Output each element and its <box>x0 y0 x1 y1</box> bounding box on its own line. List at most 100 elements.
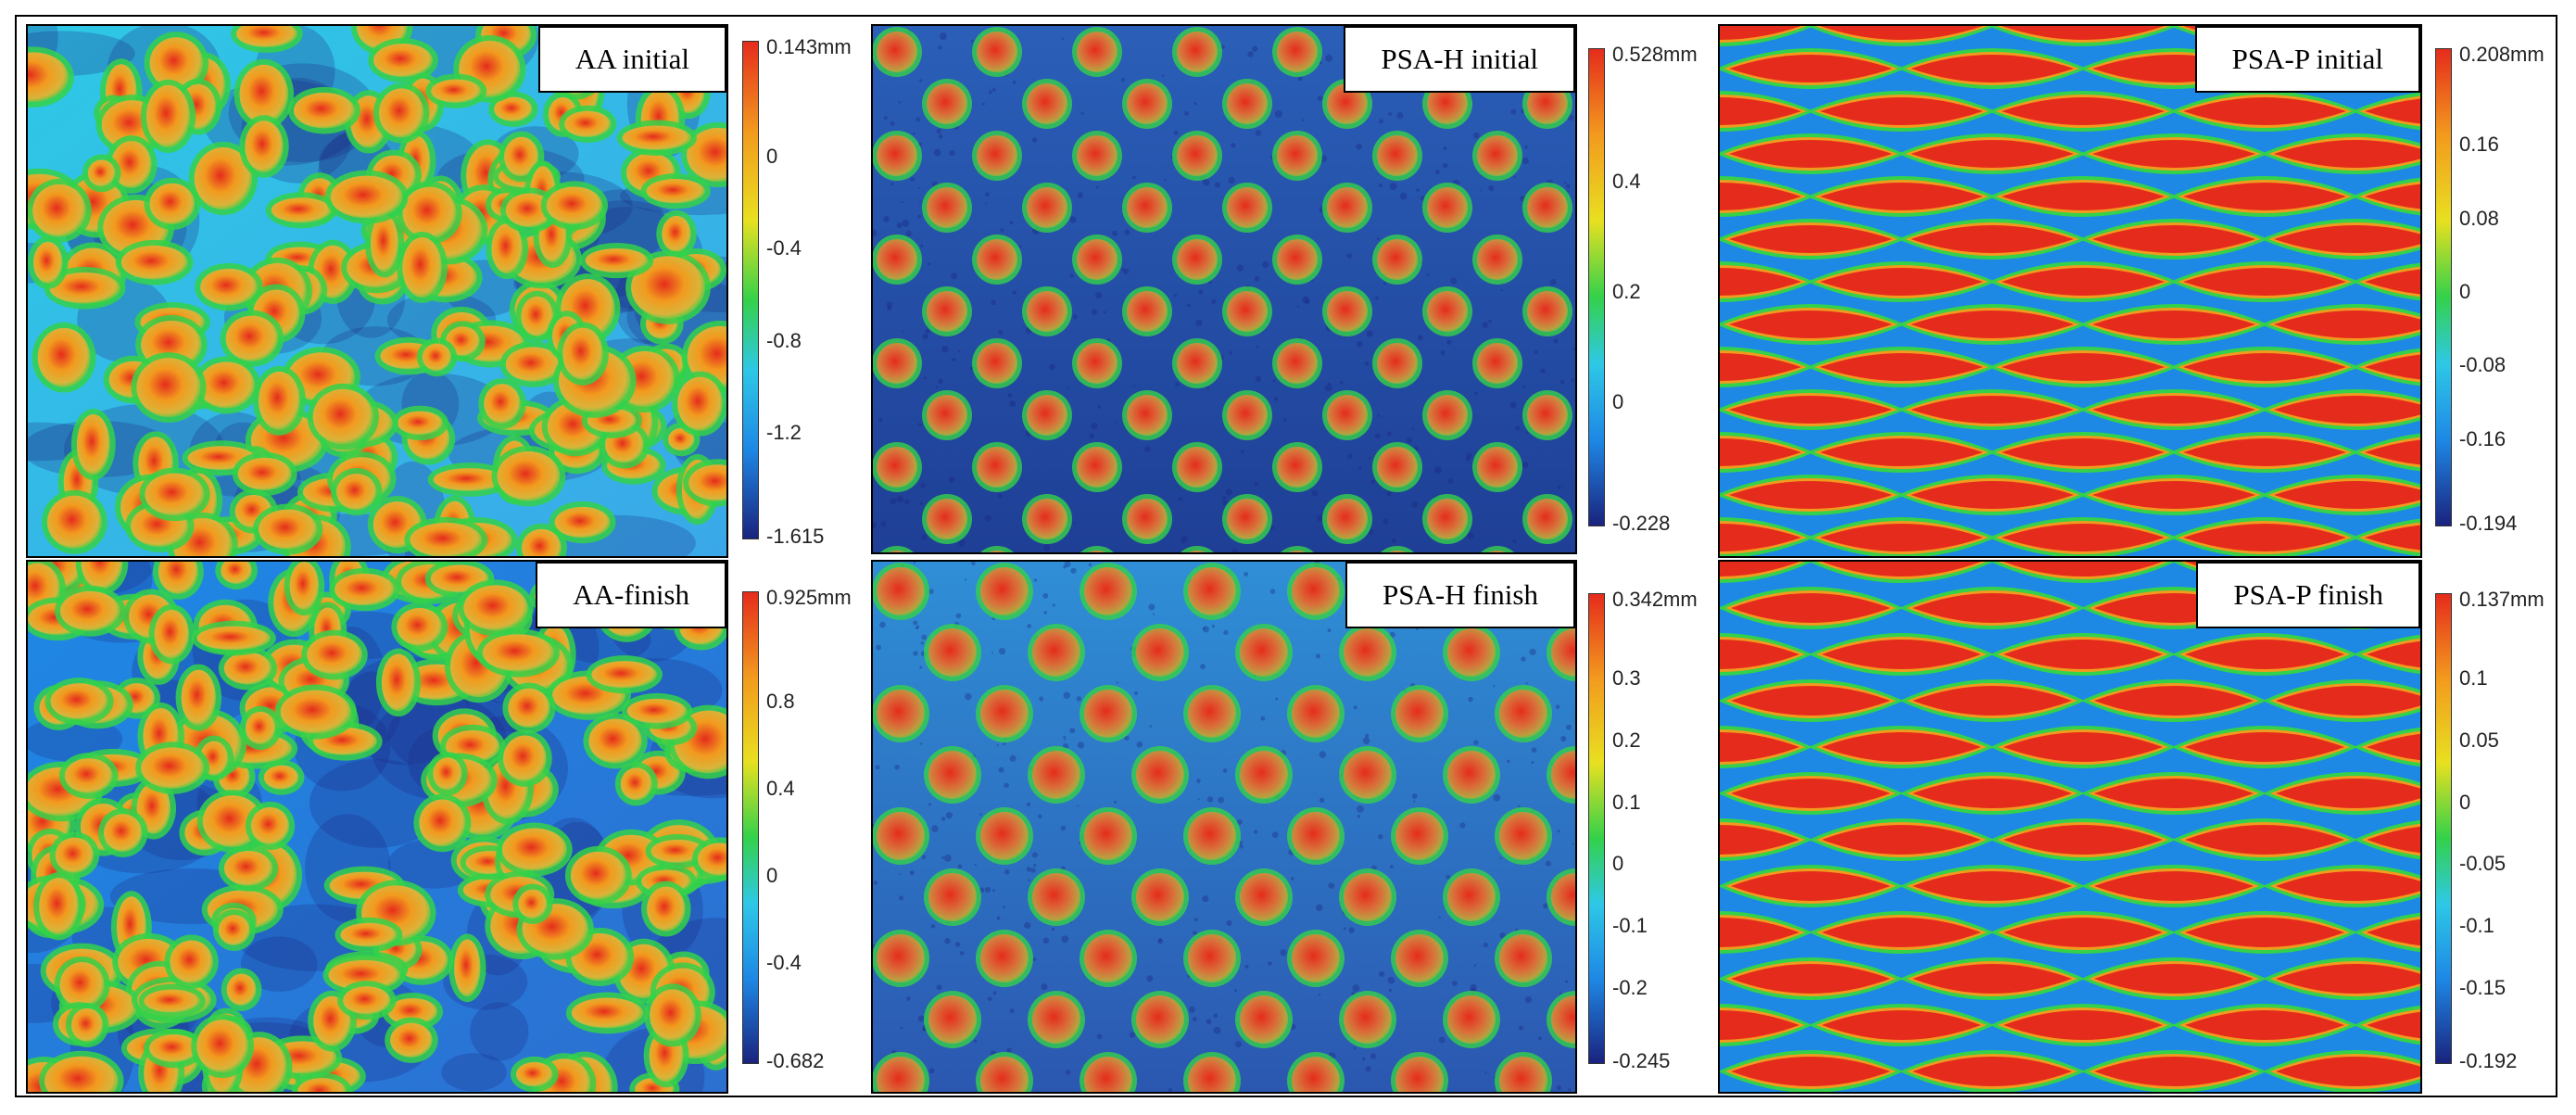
aggregate-blob <box>503 735 547 781</box>
aggregate-blob <box>387 997 438 1025</box>
aggregate-blob <box>154 609 190 659</box>
hex-dot <box>980 812 1029 860</box>
aggregate-blob <box>194 146 253 210</box>
aggregate-blob <box>289 562 320 611</box>
scale-min-label: -1.615 <box>766 525 825 548</box>
hex-dot <box>1077 239 1118 280</box>
hex-dot <box>977 343 1017 384</box>
aggregate-blob <box>650 989 696 1042</box>
diamond-cell <box>1731 593 1890 623</box>
aggregate-blob <box>158 562 198 594</box>
scale-tick-label: 0.3 <box>1612 665 1641 690</box>
hex-dot <box>980 690 1029 738</box>
hex-dot <box>977 32 1017 72</box>
hex-dot <box>1084 690 1132 738</box>
hex-dot <box>1288 551 1307 552</box>
diamond-cell <box>2001 438 2165 466</box>
aggregate-blob <box>650 839 705 863</box>
diamond-cell <box>1729 140 1892 168</box>
hex-dot <box>1032 995 1080 1044</box>
scale-tick-label: 0.16 <box>2459 133 2499 157</box>
diamond-cell <box>1911 310 2074 338</box>
aggregate-blob <box>33 241 63 284</box>
hex-dot <box>1188 1057 1236 1092</box>
scale-tick-label: -0.4 <box>766 951 802 974</box>
hex-dot <box>1527 291 1568 332</box>
aggregate-blob <box>336 474 377 511</box>
aggregate-blob <box>622 125 691 150</box>
aggregate-blob <box>59 962 105 1007</box>
aggregate-blob <box>55 837 95 873</box>
aggregate-blob <box>422 343 452 372</box>
scale-tick-label: 0.4 <box>1612 170 1641 193</box>
hex-dot <box>1240 628 1288 677</box>
hex-dot <box>927 395 967 436</box>
diamond-cell <box>2365 439 2420 465</box>
hex-dot <box>977 447 1017 488</box>
diamond-cell <box>1820 438 1983 466</box>
hex-dot <box>1177 32 1218 72</box>
aggregate-blob <box>200 268 258 306</box>
scale-tick-label: 0.08 <box>2459 206 2499 230</box>
diamond-cell <box>2001 183 2165 210</box>
scale-tick-label: 0.4 <box>766 777 795 800</box>
diamond-cell <box>2185 918 2344 947</box>
diamond-cell <box>1822 1010 1981 1040</box>
aggregate-blob <box>482 634 554 672</box>
hex-dot <box>1377 135 1418 176</box>
diamond-cell <box>2003 1010 2163 1040</box>
aggregate-blob <box>677 376 723 431</box>
aggregate-blob <box>585 247 649 273</box>
diamond-cell <box>2276 964 2420 994</box>
diamond-cell <box>2092 310 2255 338</box>
diamond-cell <box>1731 1057 1890 1086</box>
aggregate-blob <box>484 384 521 424</box>
aggregate-blob <box>136 358 201 417</box>
aggregate-blob <box>104 814 143 852</box>
hex-dot <box>1177 239 1218 280</box>
aggregate-blob <box>149 1034 199 1063</box>
hex-dot <box>1344 995 1392 1044</box>
hex-dot <box>1277 447 1318 488</box>
aggregate-blob <box>620 767 652 801</box>
diamond-cell <box>1911 55 2074 82</box>
scale-tick-label: 0 <box>2459 790 2471 814</box>
diamond-cell <box>2092 140 2255 168</box>
hex-dot <box>1344 873 1392 921</box>
aggregate-blob <box>111 141 152 188</box>
hex-dot <box>927 187 967 228</box>
diamond-cell <box>2276 686 2420 716</box>
scale-tick-label: 0 <box>766 144 778 168</box>
height-map-psah-finish <box>873 562 1575 1092</box>
diamond-cell <box>2365 354 2420 380</box>
hex-dot <box>927 291 967 332</box>
panel-label: PSA-P finish <box>2196 562 2420 628</box>
aggregate-blob <box>504 136 539 177</box>
aggregate-blob <box>330 175 403 219</box>
aggregate-blob <box>120 245 188 280</box>
diamond-cell <box>2094 779 2254 808</box>
height-map-aa-initial <box>28 26 726 556</box>
diamond-cell <box>2185 732 2344 762</box>
scale-tick-label: -0.1 <box>1612 914 1648 938</box>
hex-dot <box>1077 343 1118 384</box>
color-scale-psap-initial: 0.208mm 0.16 0.08 0 -0.08 -0.16 -0.194 <box>2435 39 2546 545</box>
height-map-psah-initial <box>873 26 1575 552</box>
hex-dot <box>1177 447 1218 488</box>
hex-dot <box>1527 395 1568 436</box>
aggregate-blob <box>379 88 424 138</box>
hex-dot <box>1240 873 1288 921</box>
aggregate-blob <box>250 806 290 845</box>
diamond-cell <box>1731 779 1890 808</box>
hex-dot <box>877 567 925 615</box>
hex-dot <box>1551 628 1575 677</box>
hex-dot <box>877 135 917 176</box>
aggregate-blob <box>521 528 562 556</box>
diamond-cell <box>2003 918 2163 947</box>
diamond-cell <box>1720 918 1799 947</box>
scale-tick-label: -0.08 <box>2459 353 2507 377</box>
scale-max-label: 0.137mm <box>2459 588 2544 611</box>
diamond-cell <box>2367 919 2420 946</box>
hex-dot <box>1377 447 1418 488</box>
diamond-cell <box>2183 183 2346 210</box>
